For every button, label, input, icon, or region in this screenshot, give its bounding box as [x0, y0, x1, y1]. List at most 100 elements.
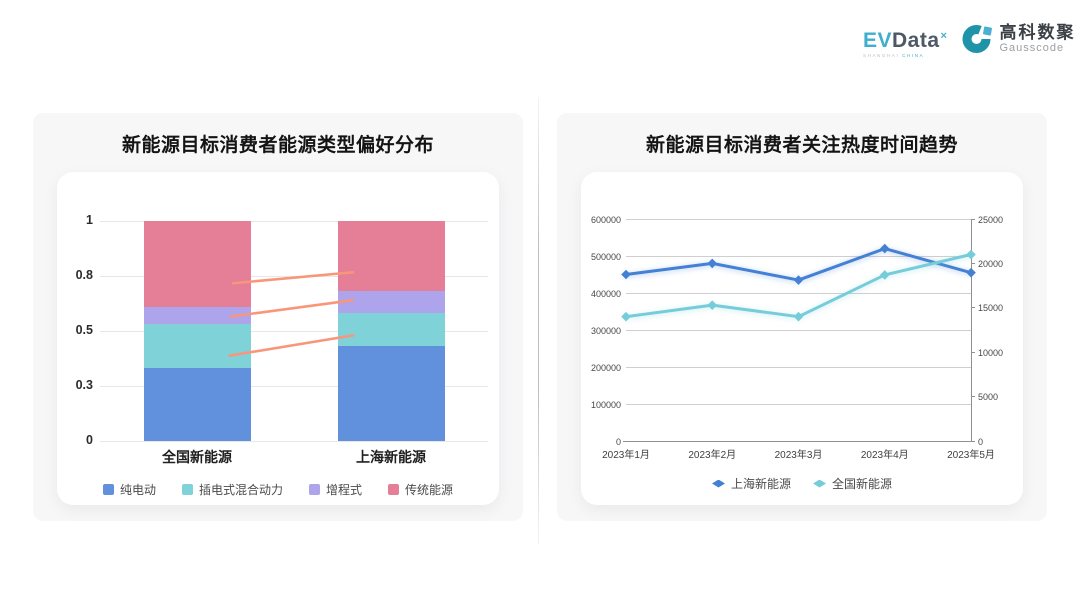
left-axis-tick-label: 0: [615, 436, 621, 447]
grid-line: [626, 218, 971, 220]
evdata-subtext: SHANGHAI CHINA: [863, 53, 925, 58]
gausscode-cn: 高科数聚: [999, 23, 1076, 42]
grid-line: [626, 329, 971, 331]
legend-swatch-icon: [181, 484, 193, 495]
legend-label: 上海新能源: [730, 477, 791, 491]
connector-line: [231, 270, 355, 285]
legend-swatch-icon: [388, 484, 400, 495]
right-axis-tick: [971, 440, 975, 442]
data-point-marker: [793, 311, 804, 322]
legend-label: 插电式混合动力: [198, 483, 283, 497]
legend-item[interactable]: 上海新能源: [711, 475, 791, 492]
right-axis-tick-label: 20000: [978, 258, 1004, 269]
bar-segment: [143, 221, 251, 307]
legend-label: 纯电动: [119, 483, 156, 497]
bar-chart-title: 新能源目标消费者能源类型偏好分布: [121, 135, 434, 156]
bar-segment: [143, 306, 251, 325]
legend-item[interactable]: 增程式: [309, 481, 362, 498]
energy-preference-card: 新能源目标消费者能源类型偏好分布 0 0.3 0.5 0.8 1 全国新能源 上海新能源 纯…: [33, 113, 523, 521]
left-axis-tick-label: 400000: [590, 288, 621, 299]
header-logos: EVData× SHANGHAI CHINA 高科数聚 Gausscode: [863, 22, 1075, 58]
connector-line: [228, 334, 355, 357]
right-axis-tick: [971, 307, 975, 309]
grid-line: [100, 385, 488, 387]
y-axis-tick-label: 0: [86, 433, 93, 447]
card-divider: [538, 97, 539, 545]
data-point-marker: [621, 269, 631, 280]
data-point-marker: [879, 243, 890, 254]
bar-segment: [143, 324, 251, 369]
x-axis-label: 2023年3月: [774, 450, 823, 461]
bar-segment: [337, 313, 445, 347]
y-axis-tick-label: 0.5: [75, 323, 93, 337]
y-axis-tick-label: 0.8: [75, 268, 93, 282]
data-point-marker: [793, 275, 804, 285]
right-axis-tick: [971, 396, 975, 398]
right-axis-line: [971, 219, 972, 441]
left-axis-tick-label: 200000: [590, 362, 621, 373]
x-axis-label: 2023年5月: [947, 450, 995, 461]
x-axis-line: [623, 440, 971, 442]
gausscode-logo: 高科数聚 Gausscode: [961, 22, 1075, 55]
legend-label: 增程式: [326, 483, 363, 497]
attention-trend-card: 新能源目标消费者关注热度时间趋势 0 100000 200000 300000 4000…: [557, 113, 1047, 521]
right-axis-tick-label: 0: [978, 436, 984, 447]
bar-segment: [337, 291, 445, 314]
data-point-marker: [879, 270, 890, 280]
right-axis-tick: [971, 351, 975, 353]
gausscode-text: 高科数聚 Gausscode: [999, 23, 1075, 54]
evdata-wordmark: EVData×: [863, 26, 947, 51]
legend-diamond-icon: [711, 479, 725, 488]
x-axis-category-label: 上海新能源: [356, 449, 426, 465]
legend-swatch-icon: [309, 484, 320, 495]
legend-item[interactable]: 插电式混合动力: [181, 481, 283, 498]
trend-line-chart: 0 100000 200000 300000 400000 500000 600000 0 50…: [581, 172, 1023, 505]
line-series-overlay: [621, 243, 976, 322]
evdata-x-icon: ×: [940, 30, 948, 42]
connector-line: [229, 298, 355, 318]
legend-label: 全国新能源: [832, 477, 893, 491]
bar-segment: [337, 221, 445, 292]
bar-chart-panel: 0 0.3 0.5 0.8 1 全国新能源 上海新能源 纯电动 插电式混合动力 增程式 传统能源: [57, 172, 499, 505]
evdata-logo: EVData× SHANGHAI CHINA: [863, 22, 947, 58]
y-axis-tick-label: 0.3: [75, 378, 93, 392]
grid-line: [100, 440, 488, 442]
right-axis-tick: [971, 262, 975, 264]
x-axis-label: 2023年1月: [602, 450, 650, 461]
legend-item[interactable]: 全国新能源: [813, 475, 892, 492]
data-point-marker: [707, 300, 718, 310]
right-axis-tick-label: 15000: [978, 303, 1004, 314]
legend-item[interactable]: 传统能源: [388, 481, 453, 498]
line-chart-title: 新能源目标消费者关注热度时间趋势: [645, 135, 958, 156]
x-axis-label: 2023年4月: [860, 450, 909, 461]
right-axis-tick-label: 25000: [978, 214, 1004, 225]
grid-line: [626, 255, 971, 257]
left-axis-tick-label: 100000: [590, 399, 621, 410]
stacked-bar-chart: 0 0.3 0.5 0.8 1 全国新能源 上海新能源: [57, 172, 499, 505]
legend-label: 传统能源: [405, 483, 454, 497]
legend-item[interactable]: 纯电动: [102, 481, 156, 498]
data-point-marker: [707, 258, 718, 269]
bar-segment: [143, 368, 251, 441]
grid-line: [100, 330, 488, 332]
evdata-ev-text: EV: [863, 29, 893, 52]
x-axis-label: 2023年2月: [688, 450, 737, 461]
legend-diamond-icon: [813, 479, 826, 488]
grid-line: [626, 403, 971, 405]
data-point-marker: [966, 249, 976, 260]
grid-line: [626, 292, 971, 294]
line-chart-panel: 0 100000 200000 300000 400000 500000 600000 0 50…: [581, 172, 1023, 505]
right-axis-tick: [971, 218, 975, 220]
y-axis-tick-label: 1: [86, 213, 93, 227]
bar-chart-legend: 纯电动 插电式混合动力 增程式 传统能源: [57, 481, 499, 498]
connector-lines-overlay: [228, 270, 355, 357]
left-axis-tick-label: 300000: [590, 325, 621, 336]
evdata-data-text: Data: [892, 29, 940, 52]
data-point-marker: [966, 267, 976, 278]
legend-swatch-icon: [102, 484, 114, 495]
grid-line: [626, 366, 971, 368]
grid-line: [100, 220, 488, 222]
line-chart-legend: 上海新能源 全国新能源: [581, 475, 1023, 492]
x-axis-category-label: 全国新能源: [162, 449, 232, 465]
